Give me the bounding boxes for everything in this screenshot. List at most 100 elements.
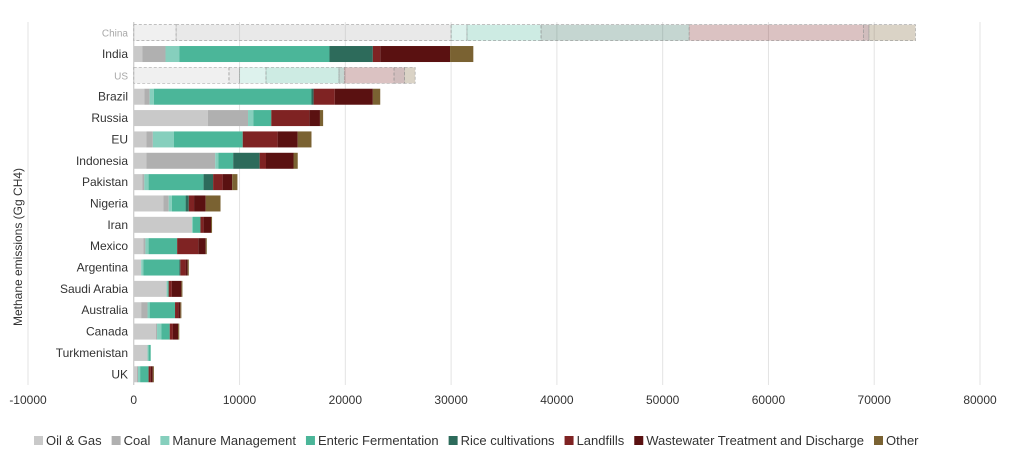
bar-segment (147, 302, 150, 319)
bar-segment (191, 216, 194, 233)
bar-segment (168, 195, 172, 212)
bar-segment (203, 174, 214, 191)
bar-segment (277, 131, 298, 148)
bar-segment (148, 366, 151, 383)
category-label: India (102, 47, 128, 61)
bar-segment (136, 366, 139, 383)
legend-label: Coal (124, 433, 151, 448)
bar-segment (198, 238, 206, 255)
bar-segment (169, 323, 173, 340)
category-label: Australia (81, 303, 128, 317)
bar-segment (142, 46, 166, 63)
bar-segment (141, 259, 144, 276)
legend-label: Manure Management (172, 433, 296, 448)
x-tick-label: -10000 (9, 393, 47, 407)
bar-segment (144, 174, 149, 191)
category-label: US (114, 71, 128, 82)
bar-segment (266, 152, 294, 169)
bar-segment (338, 67, 345, 84)
bar-segment (311, 88, 314, 105)
bar-segment (163, 195, 169, 212)
bar-segment (175, 24, 452, 41)
bar-segment (271, 110, 310, 127)
bar-segment (863, 24, 870, 41)
bar-segment (155, 323, 158, 340)
x-tick-label: 70000 (858, 393, 892, 407)
bar-segment (133, 152, 147, 169)
bar-segment (372, 46, 381, 63)
category-label: China (102, 29, 129, 40)
category-label: Iran (107, 218, 128, 232)
bar-segment (133, 344, 148, 361)
x-tick-label: 20000 (329, 393, 363, 407)
bar-segment (179, 46, 330, 63)
bar-segment (133, 46, 143, 63)
category-label: Argentina (77, 261, 129, 275)
bar-segment (253, 110, 272, 127)
bar-segment (133, 174, 143, 191)
bar-segment (133, 238, 144, 255)
legend: Oil & Gas Coal Manure Management Enteric Fe… (34, 433, 919, 448)
bar-segment (166, 280, 168, 297)
bar-segment (239, 67, 267, 84)
bar-segment (148, 174, 204, 191)
bar-segment (228, 67, 240, 84)
bar-segment (194, 195, 206, 212)
bar-segment (152, 131, 174, 148)
category-label: Nigeria (90, 196, 128, 210)
legend-swatch (874, 436, 883, 445)
category-label: Canada (86, 325, 128, 339)
bar-segment (178, 302, 181, 319)
legend-swatch (160, 436, 170, 445)
bar-segment (404, 67, 416, 84)
bar-segment (179, 259, 181, 276)
bar-segment (157, 323, 162, 340)
bar-segment (149, 88, 154, 105)
bar-segment (259, 152, 266, 169)
x-tick-label: 0 (130, 393, 137, 407)
legend-label: Oil & Gas (46, 433, 102, 448)
bar-segment (133, 259, 142, 276)
y-axis-title: Methane emissions (Gg CH4) (11, 168, 25, 326)
bar-segment (297, 131, 312, 148)
bar-segment (133, 110, 208, 127)
bar-segment (133, 216, 192, 233)
x-tick-label: 80000 (963, 393, 997, 407)
bar-segment (309, 110, 320, 127)
bar-segment (205, 238, 207, 255)
bar-segment (150, 366, 153, 383)
bar-segment (171, 195, 186, 212)
bar-segment (138, 366, 141, 383)
bar-segment (380, 46, 451, 63)
bar-segment (242, 131, 278, 148)
category-label: Indonesia (76, 154, 128, 168)
legend-label: Wastewater Treatment and Discharge (646, 433, 864, 448)
category-labels: China India US Brazil Russia EU Indonesia Pakis… (56, 29, 129, 382)
bar-segment (466, 24, 542, 41)
bar-segment (180, 302, 182, 319)
x-tick-label: 50000 (646, 393, 680, 407)
legend-swatch (634, 436, 644, 445)
bar-segment (540, 24, 690, 41)
bar-segment (152, 366, 154, 383)
bar-segment (329, 46, 373, 63)
bar-segment (145, 238, 149, 255)
legend-label: Other (886, 433, 919, 448)
legend-label: Rice cultivations (461, 433, 555, 448)
bar-segment (187, 259, 189, 276)
category-label: Saudi Arabia (60, 282, 128, 296)
bar-segment (185, 259, 188, 276)
x-tick-label: 60000 (752, 393, 786, 407)
bar-segment (233, 152, 260, 169)
legend-swatch (34, 436, 43, 445)
bar-segment (149, 302, 176, 319)
category-label: EU (111, 132, 128, 146)
legend-swatch (448, 436, 458, 445)
bar-segment (265, 67, 340, 84)
bar-segment (372, 88, 381, 105)
bar-segment (168, 280, 172, 297)
x-tick-labels: -10000 0 10000 20000 30000 40000 50000 60000 700… (9, 393, 997, 407)
bar-segment (153, 88, 312, 105)
bar-segment (175, 302, 179, 319)
